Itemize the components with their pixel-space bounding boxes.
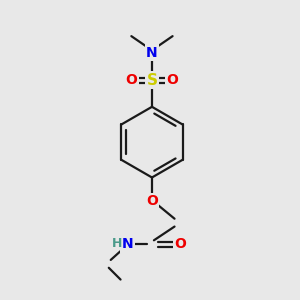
Text: O: O (175, 237, 186, 251)
Text: H: H (111, 237, 122, 250)
Text: O: O (167, 73, 178, 87)
Text: N: N (146, 46, 158, 60)
Text: O: O (125, 73, 137, 87)
Text: S: S (146, 73, 158, 88)
Text: O: O (146, 194, 158, 208)
Text: N: N (122, 237, 133, 251)
